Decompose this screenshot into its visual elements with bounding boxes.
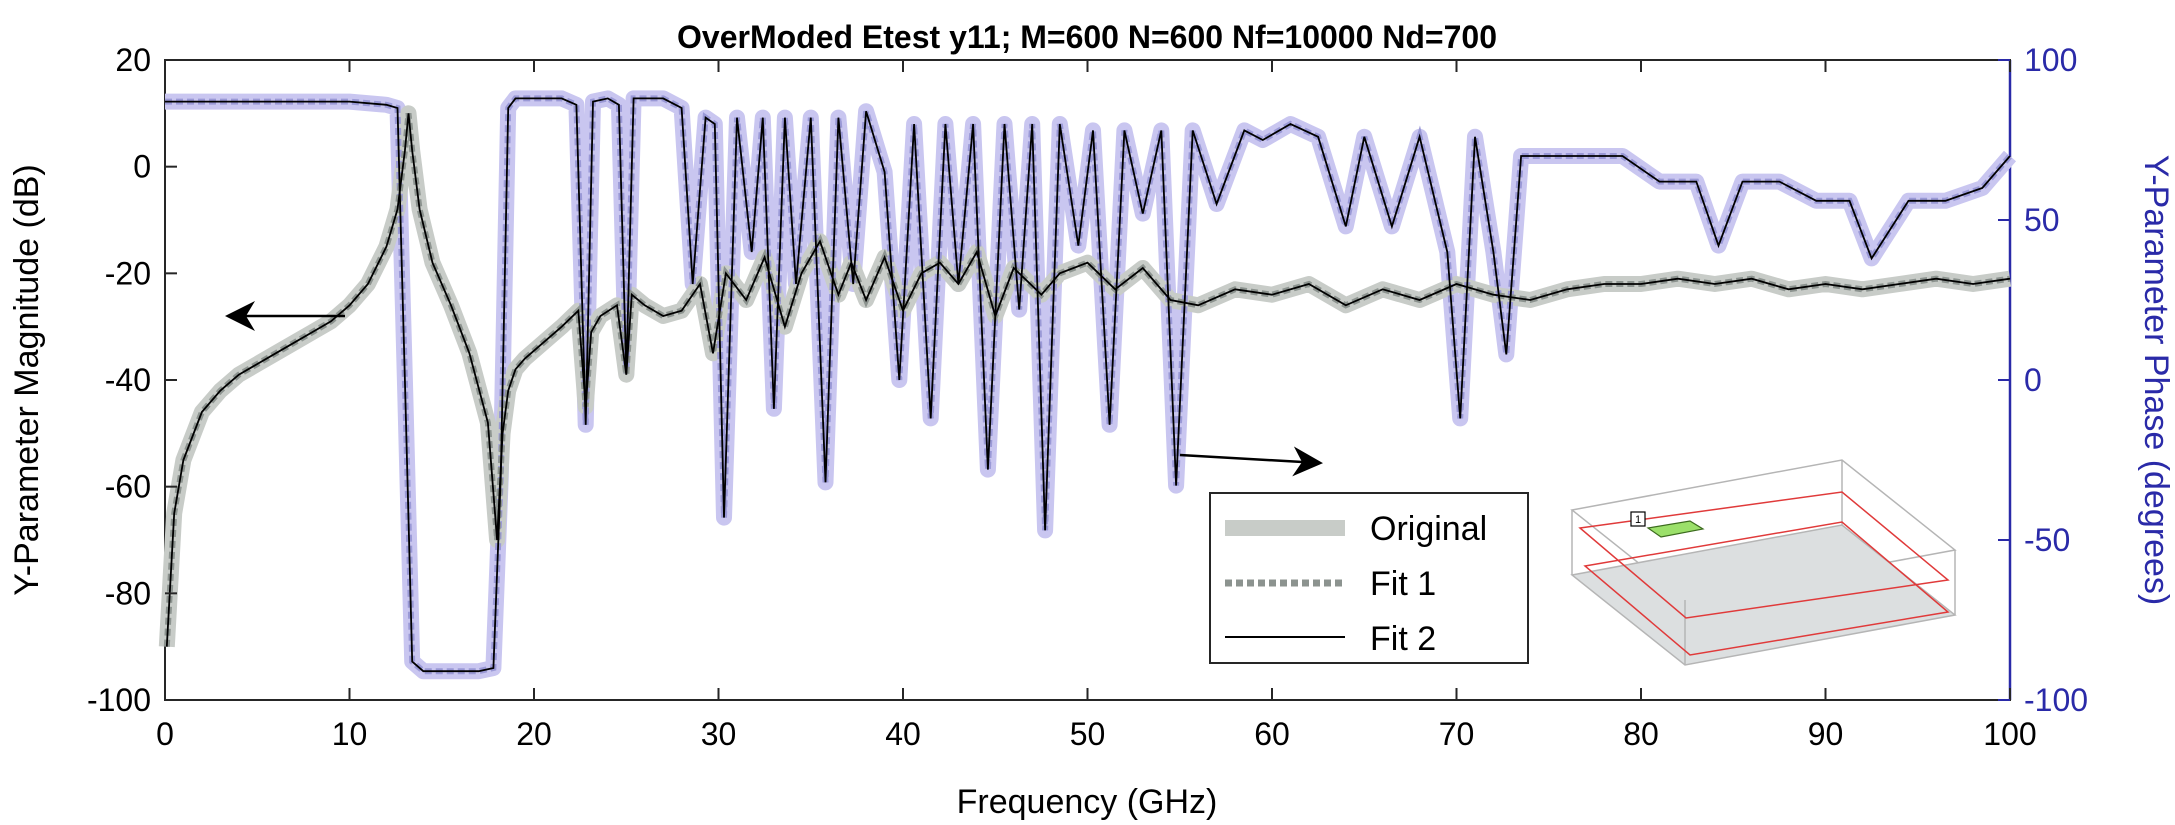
x-tick-label: 40 (885, 716, 921, 752)
legend: Original Fit 1 Fit 2 (1209, 492, 1529, 664)
y-left-tick-label: -60 (105, 469, 151, 505)
y-left-tick-label: -40 (105, 362, 151, 398)
x-tick-label: 70 (1439, 716, 1475, 752)
x-tick-label: 0 (156, 716, 174, 752)
legend-label-fit2: Fit 2 (1370, 620, 1436, 658)
x-tick-label: 100 (1983, 716, 2036, 752)
x-tick-label: 10 (332, 716, 368, 752)
x-axis-ticks: 0 10 20 30 40 50 60 70 80 90 100 (156, 60, 2037, 752)
y-right-tick-label: 0 (2024, 362, 2042, 398)
inset-box-floor (1570, 524, 1957, 666)
x-tick-label: 50 (1070, 716, 1106, 752)
x-tick-label: 20 (516, 716, 552, 752)
chart-title: OverModed Etest y11; M=600 N=600 Nf=1000… (677, 19, 1497, 55)
legend-label-fit1: Fit 1 (1370, 565, 1436, 603)
inset-red-plane-lower (1583, 521, 1950, 656)
y-left-tick-label: 0 (133, 149, 151, 185)
x-axis-label: Frequency (GHz) (957, 783, 1218, 821)
y-right-tick-label: 50 (2024, 202, 2060, 238)
y-left-tick-label: 20 (115, 42, 151, 78)
y-left-tick-label: -20 (105, 255, 151, 291)
y-right-axis-label: Y-Parameter Phase (degrees) (2137, 155, 2175, 605)
y-right-tick-label: -50 (2024, 522, 2070, 558)
y-left-axis-label: Y-Parameter Magnitude (dB) (8, 164, 46, 596)
y-right-tick-label: 100 (2024, 42, 2077, 78)
y-left-tick-label: -80 (105, 575, 151, 611)
x-tick-label: 60 (1254, 716, 1290, 752)
y-right-tick-label: -100 (2024, 682, 2088, 718)
magnitude-fit2-line (165, 113, 2011, 647)
x-tick-label: 80 (1623, 716, 1659, 752)
y-left-tick-label: -100 (87, 682, 151, 718)
inset-port-label: 1 (1635, 514, 1641, 526)
legend-label-original: Original (1370, 510, 1487, 548)
y-left-axis-ticks: -100 -80 -60 -40 -20 0 20 (87, 42, 177, 718)
phase-fit2-line (165, 97, 2011, 673)
inset-port-badge (1630, 511, 1646, 527)
x-tick-label: 90 (1808, 716, 1844, 752)
inset-green-trace (1646, 520, 1705, 538)
arrow-to-right-axis (1179, 446, 1323, 477)
y-right-axis-ticks: -100 -50 0 50 100 (1998, 42, 2088, 718)
inset-red-plane-upper (1578, 491, 1950, 619)
x-tick-label: 30 (701, 716, 737, 752)
trace-group (158, 90, 2017, 680)
inset-structure-diagram: 1 (1570, 459, 1957, 666)
